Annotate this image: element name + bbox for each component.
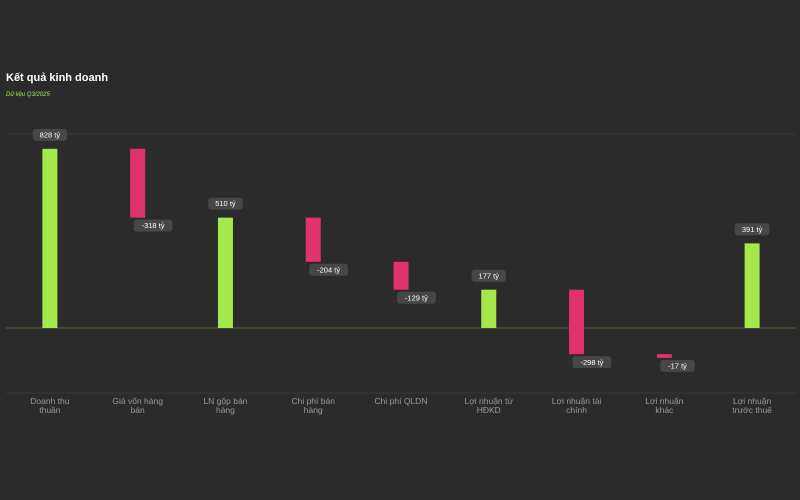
category-label-line: hàng (304, 405, 323, 415)
value-label-bg-7 (660, 359, 695, 372)
value-label-8: 391 tỷ (742, 225, 763, 234)
category-label-6: Lợi nhuận tài chính (552, 396, 602, 415)
category-label-4: Chi phí QLDN (375, 396, 428, 406)
value-label-bg-8 (734, 223, 770, 236)
value-label-bg-3 (309, 263, 349, 276)
category-label-line: Lợi nhuận (645, 396, 683, 406)
value-label-bg-2 (208, 197, 243, 210)
category-label-0: Doanh thu thuần (30, 396, 69, 415)
value-label-5: 177 tỷ (479, 271, 500, 280)
value-label-2: 510 tỷ (215, 199, 236, 208)
value-label-bg-1 (133, 219, 173, 232)
bar-8 (744, 243, 760, 328)
value-label-0: 828 tỷ (40, 130, 61, 139)
value-label-3: -204 tỷ (317, 265, 340, 274)
category-label-line: HĐKD (477, 405, 501, 415)
bar-5 (481, 289, 497, 328)
chart-title: Kết quả kinh doanh (6, 72, 109, 84)
chart-subtitle: Dữ liệu Q3/2025 (6, 92, 50, 98)
category-label-5: Lợi nhuận từ HĐKD (464, 396, 513, 415)
category-label-line: trước thuế (732, 405, 772, 415)
category-label-line: Lợi nhuận từ (464, 396, 513, 406)
category-label-8: Lợi nhuận trước thuế (732, 396, 772, 415)
category-label-line: LN gộp bán (203, 396, 247, 406)
category-label-line: Chi phí QLDN (375, 396, 428, 406)
category-label-line: Lợi nhuận tài (552, 396, 602, 406)
category-label-line: hàng (216, 405, 235, 415)
value-label-bg-5 (471, 269, 506, 282)
category-label-line: Doanh thu (30, 396, 69, 406)
category-label-line: Lợi nhuận (733, 396, 771, 406)
category-label-line: bán (131, 405, 145, 415)
category-label-2: LN gộp bán hàng (203, 396, 247, 415)
bar-2 (217, 217, 233, 328)
category-label-3: Chi phí bán hàng (291, 396, 335, 415)
category-label-line: Chi phí bán (291, 396, 335, 406)
category-label-line: thuần (39, 405, 61, 415)
bar-4 (393, 261, 409, 290)
value-label-1: -318 tỷ (142, 221, 165, 230)
value-label-bg-4 (397, 291, 436, 304)
value-label-bg-0 (32, 128, 68, 141)
value-label-4: -129 tỷ (405, 293, 428, 302)
category-label-line: chính (566, 405, 587, 415)
category-label-line: Giá vốn hàng (112, 396, 163, 406)
bar-1 (130, 148, 146, 218)
bar-7 (656, 354, 672, 358)
bar-3 (305, 217, 321, 262)
value-label-7: -17 tỷ (668, 361, 687, 370)
category-label-line: khác (655, 405, 674, 415)
value-label-6: -298 tỷ (580, 358, 603, 367)
category-label-1: Giá vốn hàng bán (112, 396, 163, 415)
bar-6 (569, 289, 585, 355)
category-label-7: Lợi nhuận khác (645, 396, 683, 415)
value-label-bg-6 (572, 356, 612, 369)
bar-0 (42, 148, 58, 328)
